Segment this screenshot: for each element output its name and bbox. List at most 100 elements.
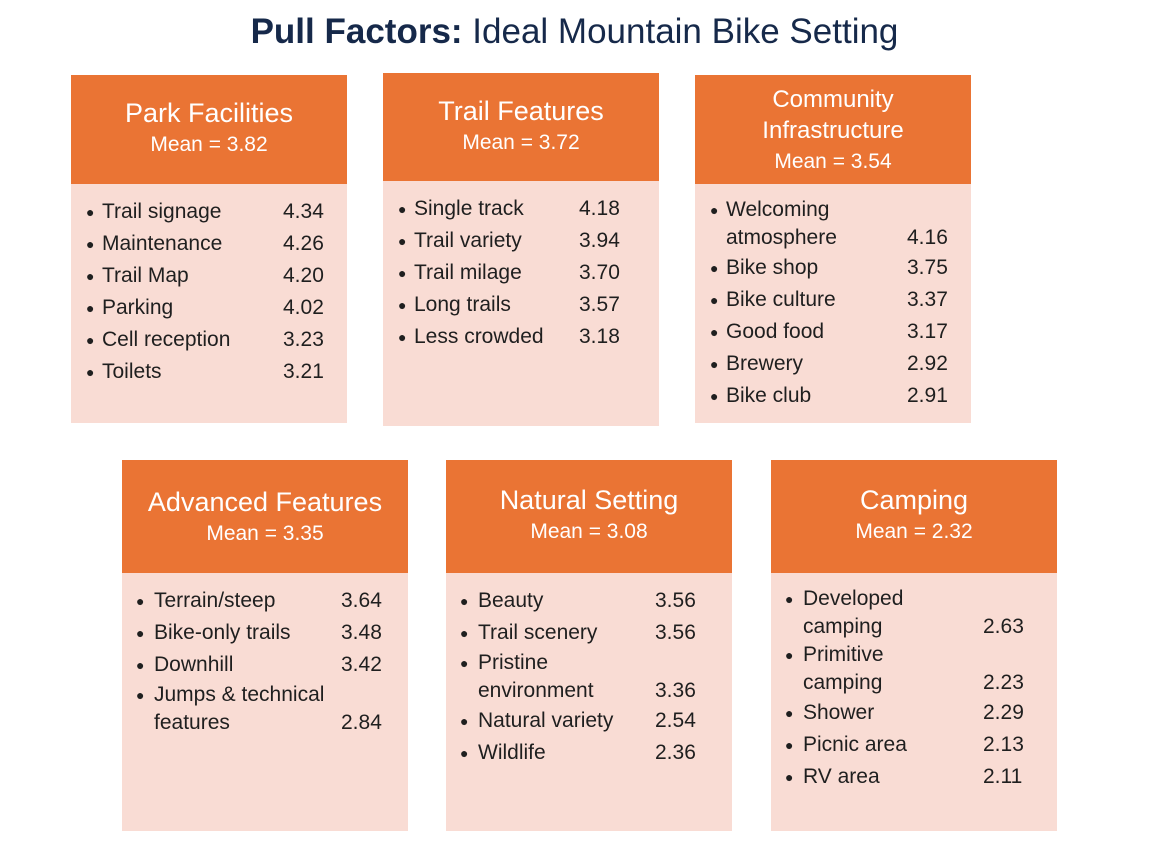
item-score: 3.18 bbox=[579, 325, 620, 348]
list-item: ● Single track 4.18 bbox=[383, 193, 659, 225]
item-label-line: Bike culture bbox=[726, 288, 836, 311]
item-label-line: Single track bbox=[414, 197, 524, 220]
item-label: Long trails bbox=[414, 289, 511, 321]
item-label-line: Bike-only trails bbox=[154, 621, 291, 644]
list-item: ● Terrain/steep 3.64 bbox=[122, 585, 408, 617]
item-label-line: Trail variety bbox=[414, 229, 522, 252]
item-label: Single track bbox=[414, 193, 524, 225]
card-header: Community Infrastructure Mean = 3.54 bbox=[695, 75, 971, 184]
list-item: ● Beauty 3.56 bbox=[446, 585, 732, 617]
bullet-icon: ● bbox=[398, 201, 407, 217]
card-mean: Mean = 3.82 bbox=[150, 133, 268, 156]
item-label-line: Bike club bbox=[726, 384, 812, 407]
item-label-line: Cell reception bbox=[102, 328, 231, 351]
title-rest: Ideal Mountain Bike Setting bbox=[472, 12, 899, 51]
item-score: 3.64 bbox=[341, 589, 382, 612]
card-title: Natural Setting bbox=[499, 485, 679, 515]
factor-list: ● Single track 4.18 ● Trail variety 3.94 ● Trai… bbox=[383, 181, 659, 353]
item-label-line: Trail milage bbox=[414, 261, 522, 284]
list-item: ● RV area 2.11 bbox=[771, 761, 1057, 793]
card-header: Trail Features Mean = 3.72 bbox=[383, 73, 659, 181]
list-item: ● Trail Map 4.20 bbox=[71, 260, 347, 292]
item-label: Primitive camping bbox=[803, 641, 884, 697]
item-label-line: Parking bbox=[102, 296, 174, 319]
item-label-line: Wildlife bbox=[478, 741, 546, 764]
item-score: 4.18 bbox=[579, 197, 620, 220]
item-label: Picnic area bbox=[803, 729, 907, 761]
list-item: ● Trail milage 3.70 bbox=[383, 257, 659, 289]
list-item: ● Primitive camping 2.23 bbox=[771, 641, 1057, 697]
item-label: Trail Map bbox=[102, 260, 189, 292]
bullet-icon: ● bbox=[710, 388, 719, 404]
item-score: 3.23 bbox=[283, 328, 324, 351]
item-label-line: Trail scenery bbox=[478, 621, 598, 644]
card-natural-setting: Natural Setting Mean = 3.08 ● Beauty 3.56 ● Tr… bbox=[446, 460, 732, 831]
card-mean: Mean = 3.08 bbox=[530, 520, 648, 543]
bullet-icon: ● bbox=[710, 292, 719, 308]
card-header: Advanced Features Mean = 3.35 bbox=[122, 460, 408, 573]
bullet-icon: ● bbox=[136, 625, 145, 641]
bullet-icon: ● bbox=[86, 332, 95, 348]
bullet-icon: ● bbox=[785, 705, 794, 721]
item-label-line: Natural variety bbox=[478, 709, 614, 732]
item-label-line: Trail signage bbox=[102, 200, 222, 223]
card-title: Camping bbox=[859, 485, 969, 515]
item-label: Downhill bbox=[154, 649, 233, 681]
item-label-line: RV area bbox=[803, 765, 880, 788]
item-label: Cell reception bbox=[102, 324, 230, 356]
item-label: Good food bbox=[726, 316, 824, 348]
bullet-icon: ● bbox=[710, 202, 719, 218]
card-header: Natural Setting Mean = 3.08 bbox=[446, 460, 732, 573]
item-score: 4.26 bbox=[283, 232, 324, 255]
bullet-icon: ● bbox=[710, 260, 719, 276]
item-label: Pristine environment bbox=[478, 649, 594, 705]
list-item: ● Long trails 3.57 bbox=[383, 289, 659, 321]
item-label-line: features bbox=[154, 711, 230, 734]
list-item: ● Trail scenery 3.56 bbox=[446, 617, 732, 649]
item-score: 2.84 bbox=[341, 711, 382, 734]
item-label-line: camping bbox=[803, 615, 883, 638]
item-label: Trail variety bbox=[414, 225, 522, 257]
card-title: Park Facilities bbox=[124, 98, 294, 128]
item-label: Wildlife bbox=[478, 737, 546, 769]
card-trail-features: Trail Features Mean = 3.72 ● Single track 4.… bbox=[383, 73, 659, 426]
list-item: ● Natural variety 2.54 bbox=[446, 705, 732, 737]
bullet-icon: ● bbox=[86, 364, 95, 380]
item-score: 3.56 bbox=[655, 621, 696, 644]
item-label: Trail milage bbox=[414, 257, 522, 289]
bullet-icon: ● bbox=[398, 329, 407, 345]
bullet-icon: ● bbox=[710, 324, 719, 340]
item-label: Terrain/steep bbox=[154, 585, 275, 617]
bullet-icon: ● bbox=[785, 591, 794, 607]
bullet-icon: ● bbox=[86, 300, 95, 316]
bullet-icon: ● bbox=[460, 713, 469, 729]
bullet-icon: ● bbox=[460, 655, 469, 671]
item-label-line: Shower bbox=[803, 701, 875, 724]
item-label-line: Developed bbox=[803, 587, 904, 610]
factor-list: ● Welcoming atmosphere 4.16 ● Bike shop 3.75 ● B… bbox=[695, 184, 971, 412]
item-score: 2.29 bbox=[983, 701, 1024, 724]
list-item: ● Bike shop 3.75 bbox=[695, 252, 971, 284]
item-score: 3.21 bbox=[283, 360, 324, 383]
item-label-line: Downhill bbox=[154, 653, 234, 676]
item-label: Toilets bbox=[102, 356, 162, 388]
list-item: ● Toilets 3.21 bbox=[71, 356, 347, 388]
bullet-icon: ● bbox=[86, 236, 95, 252]
item-label: Natural variety bbox=[478, 705, 613, 737]
card-mean: Mean = 3.35 bbox=[206, 522, 324, 545]
bullet-icon: ● bbox=[460, 745, 469, 761]
item-label: Bike-only trails bbox=[154, 617, 291, 649]
bullet-icon: ● bbox=[785, 737, 794, 753]
item-score: 2.63 bbox=[983, 615, 1024, 638]
item-label: Jumps & technical features bbox=[154, 681, 324, 737]
item-score: 3.75 bbox=[907, 256, 948, 279]
item-score: 4.20 bbox=[283, 264, 324, 287]
item-score: 2.23 bbox=[983, 671, 1024, 694]
item-label-line: Maintenance bbox=[102, 232, 223, 255]
item-label: Shower bbox=[803, 697, 874, 729]
item-label-line: environment bbox=[478, 679, 594, 702]
factor-list: ● Terrain/steep 3.64 ● Bike-only trails 3.48 ●… bbox=[122, 573, 408, 737]
list-item: ● Bike-only trails 3.48 bbox=[122, 617, 408, 649]
list-item: ● Downhill 3.42 bbox=[122, 649, 408, 681]
list-item: ● Welcoming atmosphere 4.16 bbox=[695, 196, 971, 252]
